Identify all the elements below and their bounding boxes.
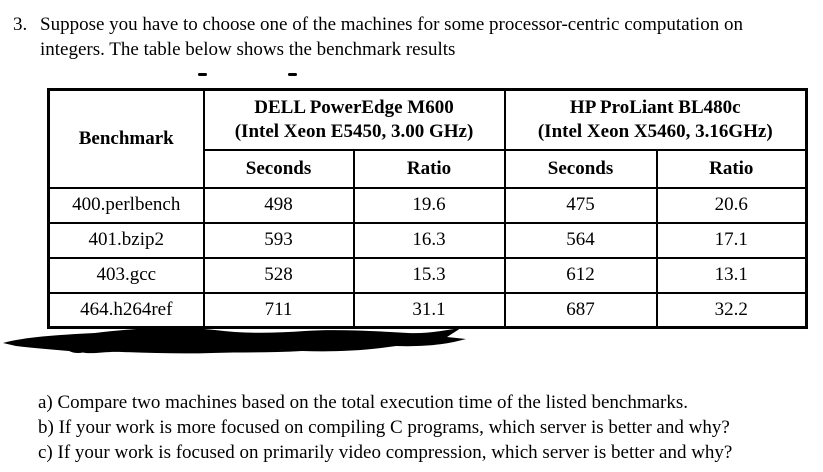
table-row: 464.h264ref 711 31.1 687 32.2	[47, 291, 808, 329]
m1-ratio-value: 15.3	[352, 256, 506, 294]
question-paragraph: 3. Suppose you have to choose one of the…	[13, 12, 743, 62]
benchmark-column-header: Benchmark	[47, 88, 205, 189]
m2-ratio-value: 20.6	[655, 186, 808, 224]
question-number: 3.	[13, 14, 28, 35]
question-text: Suppose you have to choose one of the ma…	[40, 12, 743, 62]
machine2-name: HP ProLiant BL480c	[569, 96, 741, 118]
benchmark-table: Benchmark DELL PowerEdge M600 (Intel Xeo…	[47, 88, 809, 329]
machine1-seconds-header: Seconds	[202, 148, 355, 189]
question-text-line2: integers. The table below shows the benc…	[40, 39, 456, 60]
stray-ink-mark	[288, 73, 297, 76]
m1-ratio-value: 16.3	[352, 221, 506, 259]
m2-seconds-value: 475	[503, 186, 658, 224]
question-text-line1: Suppose you have to choose one of the ma…	[40, 14, 743, 35]
m2-ratio-value: 13.1	[655, 256, 808, 294]
m1-ratio-value: 19.6	[352, 186, 506, 224]
benchmark-name: 403.gcc	[47, 256, 205, 294]
m2-ratio-value: 32.2	[655, 291, 808, 329]
table-row: 403.gcc 528 15.3 612 13.1	[47, 256, 808, 294]
stray-ink-mark	[198, 73, 207, 76]
machine2-spec: (Intel Xeon X5460, 3.16GHz)	[537, 120, 773, 142]
benchmark-name: 400.perlbench	[47, 186, 205, 224]
m2-seconds-value: 687	[503, 291, 658, 329]
machine1-header: DELL PowerEdge M600 (Intel Xeon E5450, 3…	[202, 88, 506, 151]
m2-ratio-value: 17.1	[655, 221, 808, 259]
subquestions-block: a) Compare two machines based on the tot…	[38, 390, 732, 465]
machine2-ratio-header: Ratio	[655, 148, 808, 189]
m1-seconds-value: 593	[202, 221, 355, 259]
m1-seconds-value: 498	[202, 186, 355, 224]
m1-ratio-value: 31.1	[352, 291, 506, 329]
redaction-scribble	[3, 327, 466, 354]
machine2-header: HP ProLiant BL480c (Intel Xeon X5460, 3.…	[503, 88, 808, 151]
subquestion-b: b) If your work is more focused on compi…	[38, 417, 730, 438]
table-row: 401.bzip2 593 16.3 564 17.1	[47, 221, 808, 259]
table-row: 400.perlbench 498 19.6 475 20.6	[47, 186, 808, 224]
m2-seconds-value: 612	[503, 256, 658, 294]
m1-seconds-value: 528	[202, 256, 355, 294]
subquestion-c: c) If your work is focused on primarily …	[38, 442, 733, 463]
machine2-seconds-header: Seconds	[503, 148, 658, 189]
benchmark-name: 464.h264ref	[47, 291, 205, 329]
m2-seconds-value: 564	[503, 221, 658, 259]
machine1-name: DELL PowerEdge M600	[254, 96, 454, 118]
m1-seconds-value: 711	[202, 291, 355, 329]
machine1-spec: (Intel Xeon E5450, 3.00 GHz)	[234, 120, 474, 142]
subquestion-a: a) Compare two machines based on the tot…	[38, 392, 689, 413]
benchmark-name: 401.bzip2	[47, 221, 205, 259]
machine1-ratio-header: Ratio	[352, 148, 506, 189]
